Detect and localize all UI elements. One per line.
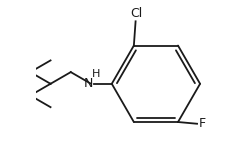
Text: F: F	[198, 117, 205, 130]
Text: H: H	[91, 69, 100, 79]
Text: Cl: Cl	[129, 7, 142, 21]
Text: N: N	[83, 77, 92, 90]
